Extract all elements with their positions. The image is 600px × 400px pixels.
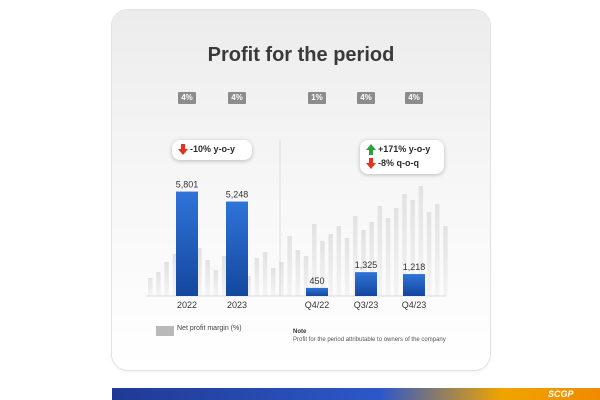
background-bar: [148, 278, 153, 296]
background-bar: [303, 256, 309, 296]
background-bar: [156, 272, 161, 296]
legend-swatch: [156, 326, 174, 336]
background-bar: [426, 212, 432, 296]
quarterly-qoq-text: -8% q-o-q: [378, 158, 419, 169]
quarterly-yoy-line: +171% y-o-y: [366, 143, 430, 156]
quarterly-bar: [403, 274, 425, 296]
brand-logo: SCGP: [548, 389, 574, 399]
quarterly-bar: [306, 287, 328, 296]
legend-label: Net profit margin (%): [177, 325, 242, 332]
background-bar: [312, 224, 317, 296]
quarterly-value-label: 1,325: [355, 260, 378, 270]
annual-bar: [226, 201, 248, 296]
up-arrow-icon: [366, 144, 376, 156]
background-bar: [246, 276, 251, 296]
margin-badge-2023: 4%: [228, 92, 246, 104]
annual-category-label: 2022: [177, 300, 197, 310]
annual-change-text: -10% y-o-y: [190, 144, 236, 155]
background-bar: [320, 241, 325, 296]
background-bar: [295, 250, 301, 296]
background-bar: [205, 260, 210, 296]
annual-value-label: 5,801: [176, 180, 199, 190]
chart-title: Profit for the period: [207, 44, 395, 66]
background-bar: [279, 262, 284, 296]
background-bar: [221, 256, 227, 296]
margin-badge-2022: 4%: [178, 92, 196, 104]
annual-change-callout: -10% y-o-y: [172, 140, 252, 160]
background-bar: [254, 258, 260, 296]
note-title: Note: [293, 329, 307, 335]
background-bar: [377, 206, 383, 296]
down-arrow-icon: [366, 158, 376, 170]
background-bar: [361, 230, 366, 296]
background-bar: [336, 226, 342, 296]
background-bar: [287, 236, 292, 296]
background-bar: [344, 238, 350, 296]
background-bar: [353, 216, 358, 296]
background-bar: [443, 226, 448, 296]
margin-badge-q3-23: 4%: [357, 92, 375, 104]
background-bar: [262, 252, 268, 296]
down-arrow-icon: [178, 144, 188, 156]
background-bar: [172, 254, 178, 296]
background-bar: [410, 200, 415, 296]
background-bar: [394, 208, 399, 296]
note-text: Profit for the period attributable to ow…: [293, 337, 446, 343]
background-bar: [328, 234, 333, 296]
background-bar: [197, 248, 202, 296]
quarterly-category-label: Q4/22: [305, 300, 330, 310]
background-bar: [164, 262, 169, 296]
quarterly-category-label: Q3/23: [354, 300, 379, 310]
chart-card: [112, 10, 490, 370]
margin-badge-q4-22: 1%: [308, 92, 326, 104]
annual-value-label: 5,248: [226, 190, 249, 200]
background-bar: [402, 194, 407, 296]
annual-change-line: -10% y-o-y: [178, 143, 235, 156]
background-bar: [213, 270, 219, 296]
quarterly-value-label: 1,218: [403, 262, 426, 272]
annual-category-label: 2023: [227, 300, 247, 310]
quarterly-yoy-text: +171% y-o-y: [378, 144, 431, 155]
background-bar: [271, 268, 276, 296]
background-bar: [385, 218, 391, 296]
background-bar: [435, 204, 440, 296]
margin-badge-q4-23: 4%: [405, 92, 423, 104]
quarterly-value-label: 450: [309, 276, 324, 286]
footer-brand-bar: [112, 388, 600, 400]
quarterly-bar: [355, 272, 377, 296]
annual-bar: [176, 191, 198, 296]
quarterly-qoq-line: -8% q-o-q: [366, 157, 419, 170]
quarterly-category-label: Q4/23: [402, 300, 427, 310]
background-bar: [418, 186, 424, 296]
background-bar: [369, 222, 374, 296]
quarterly-change-callout: +171% y-o-y -8% q-o-q: [360, 140, 444, 174]
